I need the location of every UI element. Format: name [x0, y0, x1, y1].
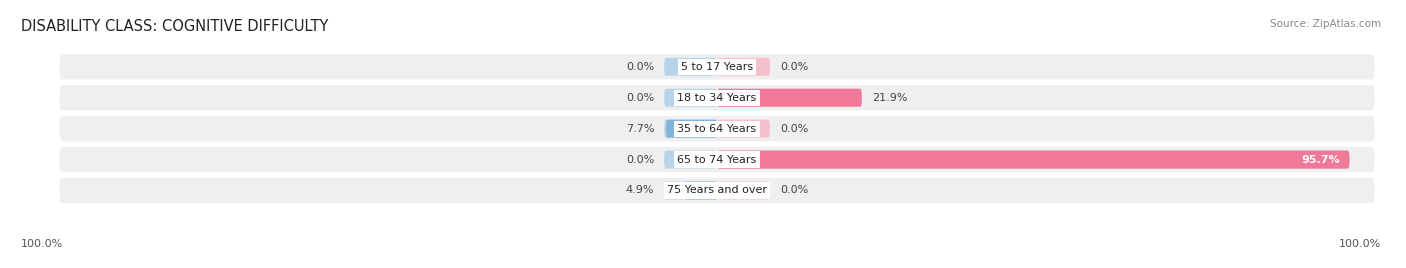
FancyBboxPatch shape: [59, 147, 1375, 172]
Text: Source: ZipAtlas.com: Source: ZipAtlas.com: [1270, 19, 1381, 29]
Text: 95.7%: 95.7%: [1301, 155, 1340, 165]
Text: 5 to 17 Years: 5 to 17 Years: [681, 62, 754, 72]
FancyBboxPatch shape: [717, 151, 1350, 169]
FancyBboxPatch shape: [717, 120, 770, 137]
FancyBboxPatch shape: [59, 116, 1375, 141]
Text: 7.7%: 7.7%: [626, 124, 654, 134]
Text: 35 to 64 Years: 35 to 64 Years: [678, 124, 756, 134]
Text: 100.0%: 100.0%: [21, 239, 63, 249]
FancyBboxPatch shape: [717, 181, 770, 199]
FancyBboxPatch shape: [59, 178, 1375, 203]
FancyBboxPatch shape: [685, 181, 717, 199]
FancyBboxPatch shape: [59, 54, 1375, 80]
Text: 18 to 34 Years: 18 to 34 Years: [678, 93, 756, 103]
Text: 100.0%: 100.0%: [1339, 239, 1381, 249]
Text: 21.9%: 21.9%: [872, 93, 907, 103]
Text: 4.9%: 4.9%: [626, 185, 654, 195]
Text: 0.0%: 0.0%: [626, 155, 654, 165]
Legend: Male, Female: Male, Female: [648, 263, 786, 268]
FancyBboxPatch shape: [666, 120, 717, 137]
FancyBboxPatch shape: [664, 89, 717, 107]
Text: 0.0%: 0.0%: [780, 62, 808, 72]
Text: DISABILITY CLASS: COGNITIVE DIFFICULTY: DISABILITY CLASS: COGNITIVE DIFFICULTY: [21, 19, 329, 34]
Text: 0.0%: 0.0%: [780, 185, 808, 195]
FancyBboxPatch shape: [664, 151, 717, 169]
FancyBboxPatch shape: [717, 89, 862, 107]
FancyBboxPatch shape: [717, 58, 770, 76]
FancyBboxPatch shape: [664, 58, 717, 76]
Text: 0.0%: 0.0%: [626, 62, 654, 72]
Text: 65 to 74 Years: 65 to 74 Years: [678, 155, 756, 165]
FancyBboxPatch shape: [59, 85, 1375, 110]
Text: 0.0%: 0.0%: [626, 93, 654, 103]
Text: 0.0%: 0.0%: [780, 124, 808, 134]
Text: 75 Years and over: 75 Years and over: [666, 185, 768, 195]
FancyBboxPatch shape: [717, 151, 1350, 169]
FancyBboxPatch shape: [664, 181, 717, 199]
FancyBboxPatch shape: [664, 120, 717, 137]
FancyBboxPatch shape: [717, 89, 862, 107]
